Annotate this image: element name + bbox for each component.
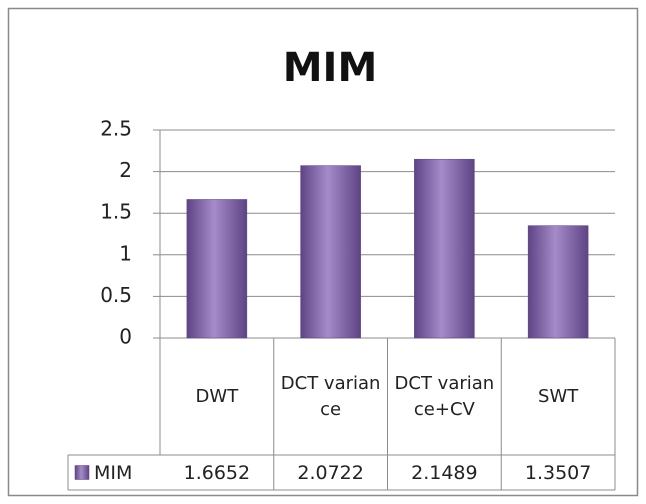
- y-tick-label: 0: [119, 325, 132, 349]
- x-tick-label: DCT variance: [280, 372, 381, 420]
- y-tick-label: 1.5: [100, 200, 132, 224]
- legend-key: [74, 465, 90, 480]
- bar: [186, 199, 248, 339]
- category-cell: SWT: [538, 385, 579, 407]
- category-cell: DCT variance+CV: [394, 372, 495, 420]
- x-tick-label: SWT: [538, 385, 579, 407]
- legend-label: MIM: [94, 462, 132, 484]
- category-cell: DCT variance: [280, 372, 381, 420]
- x-tick-label: DCT variance+CV: [394, 372, 495, 420]
- y-tick-label: 2.5: [100, 117, 132, 141]
- category-cell: DWT: [195, 385, 239, 407]
- table-value: 1.3507: [525, 462, 591, 484]
- y-tick-label: 0.5: [100, 283, 132, 307]
- y-tick-label: 2: [119, 158, 132, 182]
- table-value: 2.0722: [297, 462, 363, 484]
- table-value: 2.1489: [411, 462, 477, 484]
- y-tick-label: 1: [119, 241, 132, 265]
- table-value: 1.6652: [184, 462, 250, 484]
- x-tick-label: DWT: [195, 385, 239, 407]
- chart-title: MIM: [283, 45, 378, 91]
- bar: [300, 165, 361, 339]
- bar: [414, 158, 475, 339]
- bar: [527, 225, 589, 339]
